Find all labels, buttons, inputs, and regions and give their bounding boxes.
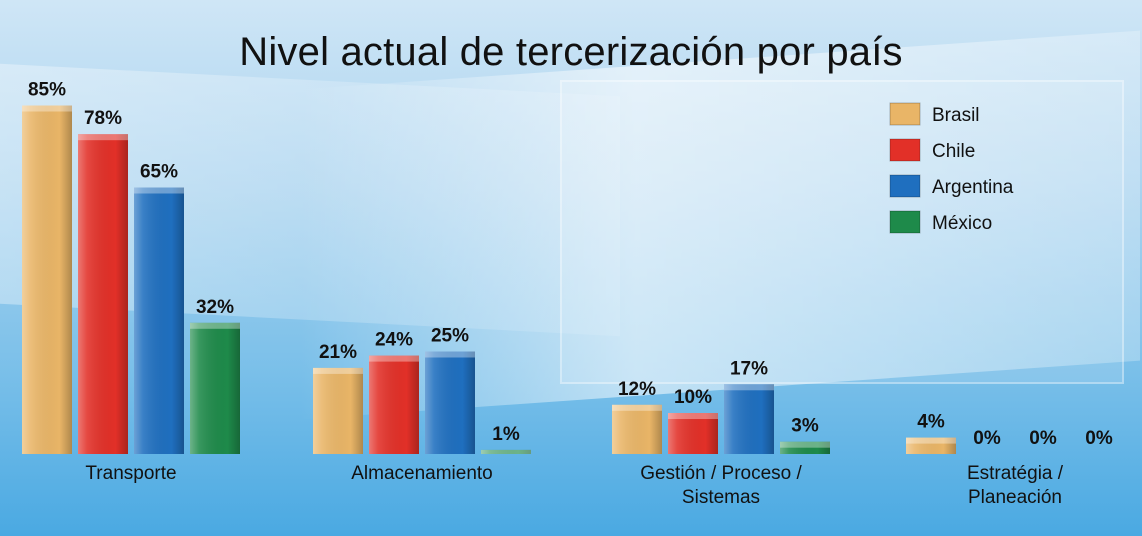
- legend-label: Argentina: [932, 177, 1014, 198]
- bar-top-highlight: [190, 322, 240, 329]
- bar-top-highlight: [313, 367, 363, 374]
- data-label: 32%: [196, 297, 234, 318]
- legend-label: México: [932, 213, 992, 234]
- category-label: Sistemas: [682, 487, 760, 508]
- legend-label: Brasil: [932, 105, 980, 126]
- category-label: Transporte: [85, 463, 176, 484]
- bar-top-highlight: [134, 187, 184, 194]
- data-label: 10%: [674, 387, 712, 408]
- bar-shine: [906, 437, 956, 454]
- data-label: 0%: [973, 428, 1001, 449]
- data-label: 4%: [917, 412, 945, 433]
- bar-shine: [190, 322, 240, 454]
- category-label: Estratégia /: [967, 463, 1064, 484]
- bar-shine: [724, 384, 774, 454]
- category-label: Gestión / Proceso /: [640, 463, 802, 484]
- bar-shine: [313, 367, 363, 454]
- category-label: Almacenamiento: [351, 463, 493, 484]
- data-label: 21%: [319, 342, 357, 363]
- data-label: 85%: [28, 80, 66, 101]
- bar-top-highlight: [668, 413, 718, 419]
- chart-title: Nivel actual de tercerización por país: [239, 30, 903, 74]
- bar-shine: [425, 351, 475, 454]
- bar-top-highlight: [724, 384, 774, 391]
- bar-top-highlight: [425, 351, 475, 358]
- legend-swatch: [889, 174, 921, 198]
- bar-top-highlight: [78, 134, 128, 141]
- data-label: 0%: [1085, 428, 1113, 449]
- data-label: 12%: [618, 379, 656, 400]
- bar-shine: [780, 441, 830, 454]
- bar-shine: [369, 355, 419, 454]
- bar-shine: [134, 187, 184, 454]
- bar-top-highlight: [481, 449, 531, 454]
- bar-top-highlight: [22, 105, 72, 112]
- bar-shine: [22, 105, 72, 454]
- bar-shine: [668, 413, 718, 454]
- legend-swatch: [889, 102, 921, 126]
- bar-top-highlight: [780, 441, 830, 448]
- bar-shine: [612, 404, 662, 454]
- legend-label: Chile: [932, 141, 975, 162]
- data-label: 1%: [492, 424, 520, 445]
- bar-top-highlight: [369, 355, 419, 362]
- data-label: 25%: [431, 326, 469, 347]
- bar-top-highlight: [612, 404, 662, 411]
- legend-swatch: [889, 210, 921, 234]
- category-label: Planeación: [968, 487, 1062, 508]
- bar-top-highlight: [906, 437, 956, 444]
- data-label: 24%: [375, 330, 413, 351]
- data-label: 17%: [730, 358, 768, 379]
- data-label: 65%: [140, 162, 178, 183]
- data-label: 78%: [84, 108, 122, 129]
- bar-shine: [481, 449, 531, 454]
- bar-shine: [78, 134, 128, 454]
- data-label: 3%: [791, 416, 819, 437]
- legend-swatch: [889, 138, 921, 162]
- data-label: 0%: [1029, 428, 1057, 449]
